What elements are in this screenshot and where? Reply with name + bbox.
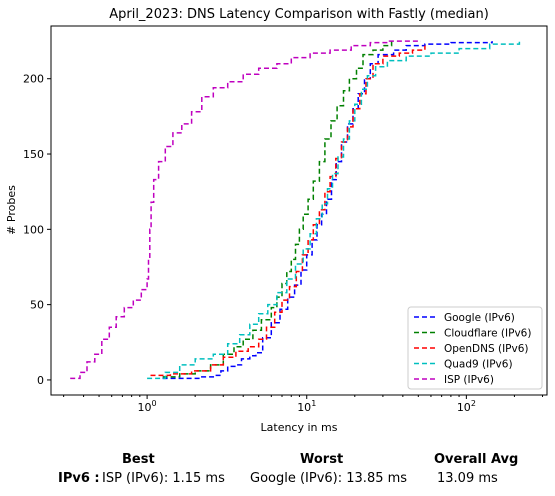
legend-label: Google (IPv6) (444, 312, 515, 324)
series-line-2 (151, 46, 425, 376)
legend-label: Quad9 (IPv6) (444, 359, 513, 371)
legend-label: Cloudflare (IPv6) (444, 328, 531, 340)
summary-best-value: ISP (IPv6): 1.15 ms (102, 471, 225, 486)
legend: Google (IPv6) Cloudflare (IPv6) OpenDNS (I… (408, 307, 542, 389)
x-tick-label: 100 (138, 399, 157, 414)
series-line-1 (163, 41, 392, 377)
x-tick-label: 101 (297, 399, 316, 414)
y-tick-label: 200 (23, 73, 44, 86)
x-axis-label: Latency in ms (261, 421, 338, 434)
x-tick-label: 102 (457, 399, 476, 414)
legend-label: ISP (IPv6) (444, 374, 494, 386)
series-line-4 (70, 41, 421, 378)
x-axis: 100 101 102 (64, 395, 543, 414)
legend-label: OpenDNS (IPv6) (444, 343, 529, 355)
y-axis: 0 50 100 150 200 (23, 73, 51, 387)
y-tick-label: 0 (37, 374, 44, 387)
summary-header-best: Best (122, 452, 155, 467)
latency-chart: April_2023: DNS Latency Comparison with … (0, 0, 555, 440)
summary-row-label: IPv6 : (58, 471, 100, 486)
chart-title: April_2023: DNS Latency Comparison with … (109, 7, 489, 22)
y-axis-label: # Probes (5, 185, 18, 235)
y-tick-label: 150 (23, 148, 44, 161)
y-tick-label: 100 (23, 223, 44, 236)
summary-worst-value: Google (IPv6): 13.85 ms (250, 471, 407, 486)
summary-header-avg: Overall Avg (434, 452, 518, 467)
y-tick-label: 50 (30, 299, 44, 312)
summary-header-worst: Worst (300, 452, 343, 467)
summary-avg-value: 13.09 ms (437, 471, 498, 486)
